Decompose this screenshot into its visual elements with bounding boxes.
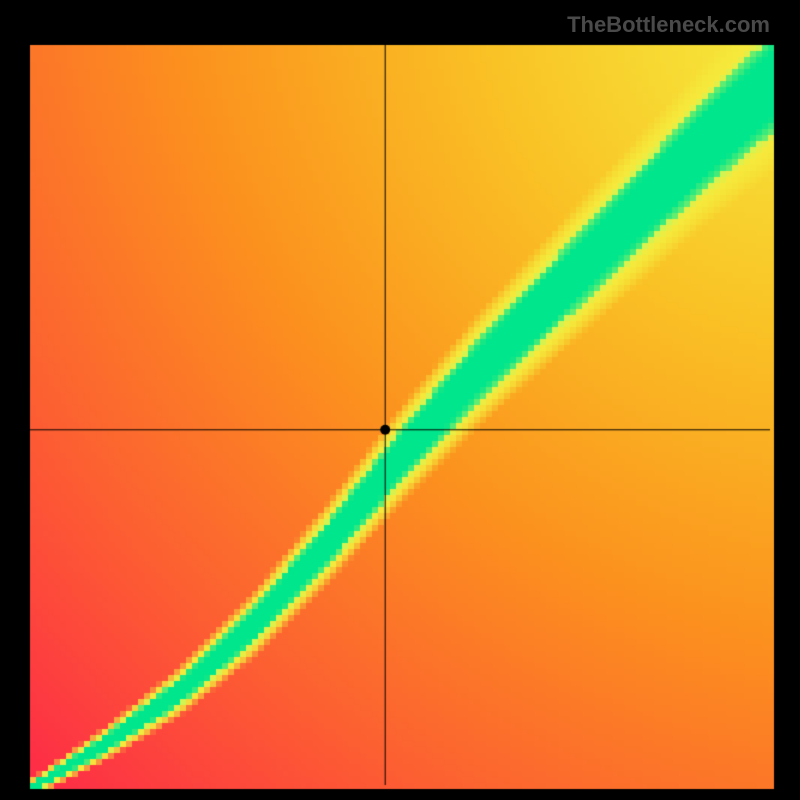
watermark-text: TheBottleneck.com [567, 12, 770, 38]
heatmap-canvas [0, 0, 800, 800]
chart-container: { "canvas": { "width": 800, "height": 80… [0, 0, 800, 800]
